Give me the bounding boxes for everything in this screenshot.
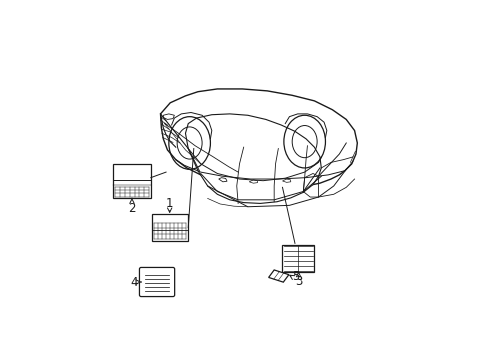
Polygon shape	[160, 89, 357, 188]
Polygon shape	[185, 114, 321, 203]
Text: 3: 3	[294, 275, 302, 288]
Text: 1: 1	[165, 197, 173, 210]
Polygon shape	[268, 270, 288, 282]
Bar	[282, 245, 314, 272]
Text: 2: 2	[128, 202, 136, 215]
Text: 4: 4	[130, 275, 138, 288]
FancyBboxPatch shape	[139, 267, 174, 297]
Text: 5: 5	[291, 270, 298, 283]
Bar	[152, 214, 188, 242]
Bar	[113, 164, 150, 198]
